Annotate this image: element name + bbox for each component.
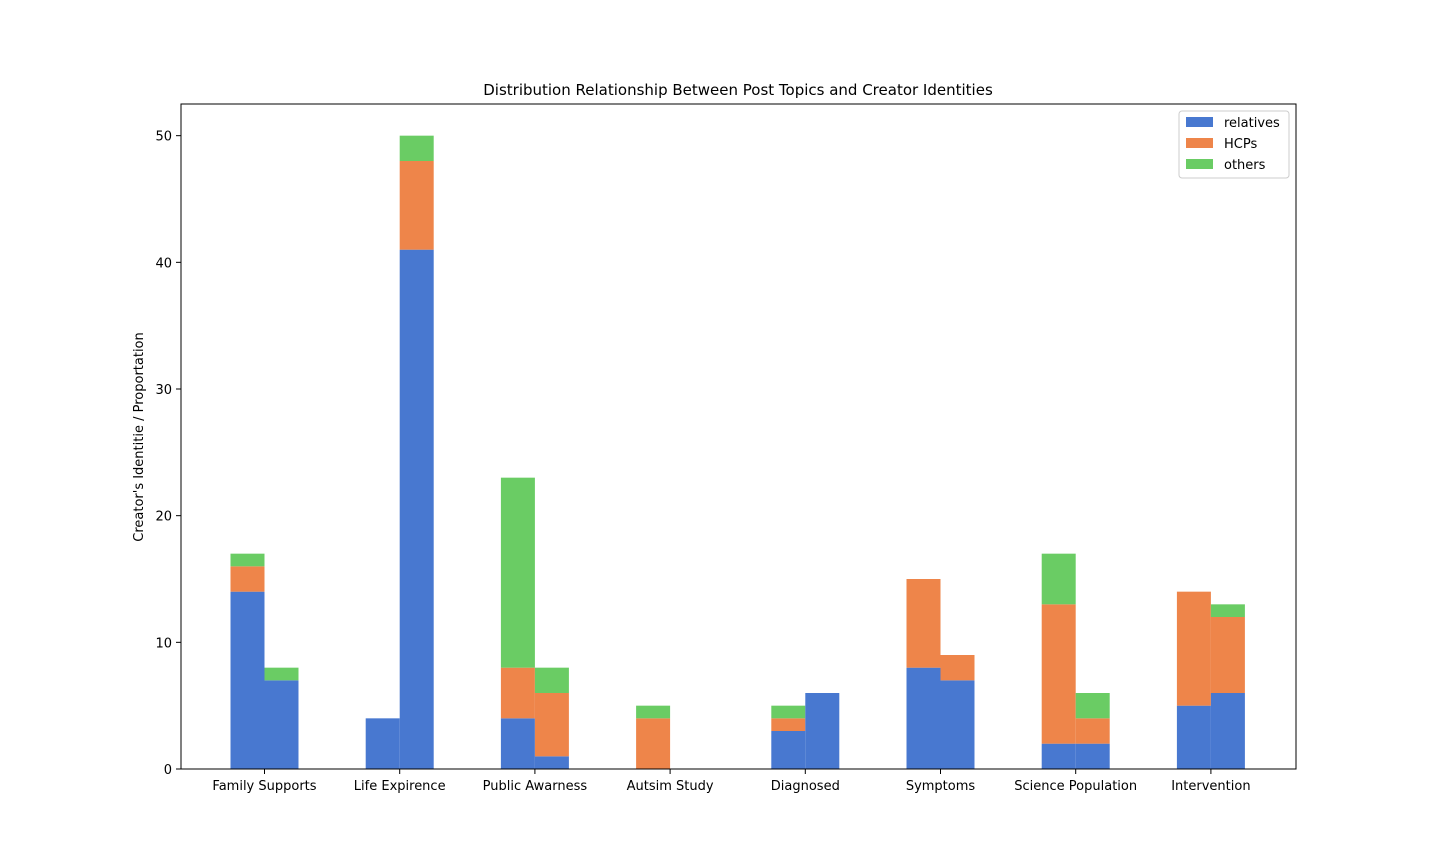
bar-science-population-1-relatives [1041, 743, 1076, 769]
bar-intervention-2-relatives [1210, 693, 1245, 769]
legend-label-others: others [1224, 158, 1266, 173]
bar-life-expirence-2-hcps [399, 161, 434, 250]
bar-diagnosed-1-hcps [771, 718, 806, 731]
bar-intervention-1-relatives [1176, 705, 1211, 769]
bar-intervention-2-hcps [1210, 617, 1245, 693]
x-tick-label: Life Expirence [354, 779, 446, 794]
y-tick-label: 40 [155, 256, 172, 271]
y-axis-label: Creator's Identitie / Proportation [132, 332, 147, 542]
bar-science-population-1-others [1041, 553, 1076, 605]
bar-diagnosed-1-others [771, 705, 806, 719]
bar-science-population-2-hcps [1075, 718, 1110, 744]
bar-symptoms-2-hcps [940, 655, 975, 681]
bar-symptoms-1-relatives [906, 667, 941, 769]
bar-life-expirence-1-relatives [365, 718, 400, 769]
bar-diagnosed-2-relatives [805, 693, 840, 769]
bar-diagnosed-1-relatives [771, 731, 806, 769]
bar-autsim-study-1-others [636, 705, 671, 719]
bar-public-awarness-2-relatives [534, 756, 569, 769]
legend-swatch-others [1186, 159, 1213, 169]
bar-public-awarness-2-hcps [534, 693, 569, 757]
bar-intervention-1-hcps [1176, 591, 1211, 706]
bar-intervention-2-others [1210, 604, 1245, 617]
bar-family-supports-2-others [264, 667, 299, 681]
bar-public-awarness-1-relatives [500, 718, 535, 769]
bar-family-supports-1-relatives [230, 591, 265, 769]
legend-label-relatives: relatives [1224, 116, 1280, 131]
legend: relatives HCPs others [1178, 110, 1290, 179]
bar-autsim-study-1-hcps [636, 718, 671, 769]
x-tick-label: Autsim Study [627, 779, 714, 794]
y-tick-label: 0 [164, 763, 172, 778]
bar-life-expirence-2-others [399, 135, 434, 161]
bar-science-population-2-relatives [1075, 743, 1110, 769]
x-tick-label: Symptoms [906, 779, 976, 794]
bar-science-population-1-hcps [1041, 604, 1076, 744]
bar-life-expirence-2-relatives [399, 249, 434, 769]
x-tick-label: Family Supports [212, 779, 316, 794]
bar-public-awarness-1-hcps [500, 667, 535, 719]
bar-public-awarness-2-others [534, 667, 569, 693]
bars [230, 135, 1245, 769]
legend-swatch-hcps [1186, 138, 1213, 148]
plot-frame [180, 103, 1297, 770]
bar-public-awarness-1-others [500, 477, 535, 668]
legend-swatch-relatives [1186, 117, 1213, 127]
y-axis: 0 10 20 30 40 50 [155, 130, 181, 778]
x-tick-label: Intervention [1171, 779, 1250, 794]
x-tick-label: Public Awarness [483, 779, 588, 794]
y-tick-label: 20 [155, 510, 172, 525]
bar-family-supports-1-others [230, 553, 265, 567]
bar-family-supports-2-relatives [264, 680, 299, 769]
bar-family-supports-1-hcps [230, 566, 265, 592]
bar-symptoms-2-relatives [940, 680, 975, 769]
x-tick-label: Diagnosed [771, 779, 840, 794]
bar-symptoms-1-hcps [906, 579, 941, 668]
x-axis: Family Supports Life Expirence Public Awar… [212, 769, 1251, 794]
legend-label-hcps: HCPs [1224, 137, 1257, 152]
bar-science-population-2-others [1075, 693, 1110, 719]
y-tick-label: 50 [155, 130, 172, 145]
y-tick-label: 30 [155, 383, 172, 398]
x-tick-label: Science Population [1014, 779, 1137, 794]
y-tick-label: 10 [155, 636, 172, 651]
chart-title: Distribution Relationship Between Post T… [483, 81, 993, 99]
